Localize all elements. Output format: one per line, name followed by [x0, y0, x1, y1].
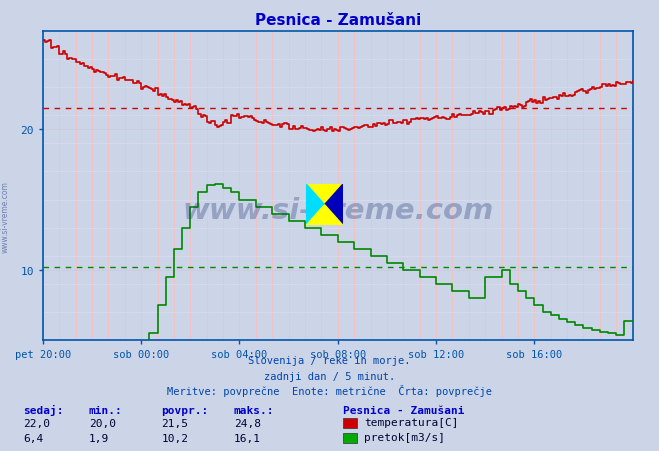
- Text: pretok[m3/s]: pretok[m3/s]: [364, 432, 445, 442]
- Text: 10,2: 10,2: [161, 433, 188, 443]
- Text: 6,4: 6,4: [23, 433, 43, 443]
- Title: Pesnica - Zamušani: Pesnica - Zamušani: [254, 13, 421, 28]
- Text: temperatura[C]: temperatura[C]: [364, 417, 458, 427]
- Text: sedaj:: sedaj:: [23, 404, 63, 414]
- Polygon shape: [306, 185, 343, 205]
- Text: 16,1: 16,1: [234, 433, 261, 443]
- Text: 1,9: 1,9: [89, 433, 109, 443]
- Text: www.si-vreme.com: www.si-vreme.com: [1, 180, 10, 253]
- Polygon shape: [306, 205, 343, 226]
- Polygon shape: [306, 185, 325, 226]
- Text: Pesnica - Zamušani: Pesnica - Zamušani: [343, 405, 464, 414]
- Text: 20,0: 20,0: [89, 418, 116, 428]
- Text: Slovenija / reke in morje.: Slovenija / reke in morje.: [248, 355, 411, 365]
- Text: maks.:: maks.:: [234, 405, 274, 414]
- Text: Meritve: povprečne  Enote: metrične  Črta: povprečje: Meritve: povprečne Enote: metrične Črta:…: [167, 385, 492, 396]
- Polygon shape: [325, 185, 343, 226]
- Text: min.:: min.:: [89, 405, 123, 414]
- Text: povpr.:: povpr.:: [161, 405, 209, 414]
- Text: zadnji dan / 5 minut.: zadnji dan / 5 minut.: [264, 371, 395, 381]
- Text: 21,5: 21,5: [161, 418, 188, 428]
- Text: 24,8: 24,8: [234, 418, 261, 428]
- Text: www.si-vreme.com: www.si-vreme.com: [182, 197, 494, 225]
- Text: 22,0: 22,0: [23, 418, 50, 428]
